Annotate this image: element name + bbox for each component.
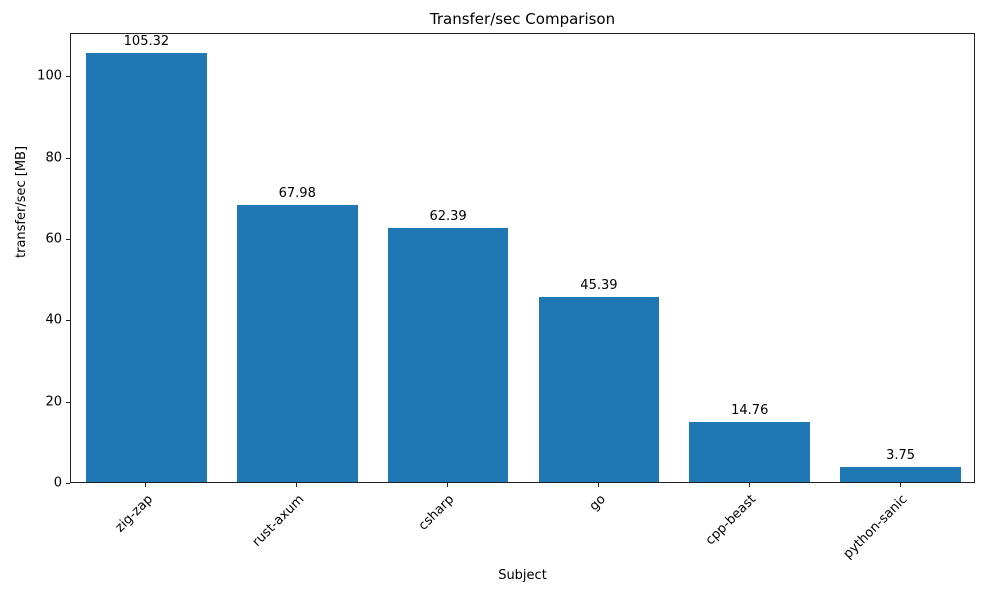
y-tick-mark — [66, 157, 70, 159]
x-tick-label: csharp — [416, 492, 458, 534]
bar-column: 14.76 — [674, 32, 825, 482]
bar-column: 67.98 — [222, 32, 373, 482]
y-tick-mark — [66, 483, 70, 484]
x-tick-label: rust-axum — [249, 492, 307, 550]
bar-cpp-beast — [689, 421, 811, 482]
bar-value-label: 3.75 — [886, 447, 916, 463]
x-tick-label: go — [586, 492, 609, 515]
x-tick-label: zig-zap — [112, 492, 157, 536]
plot-area: 105.32 67.98 62.39 45.39 14.76 3.75 — [70, 33, 975, 483]
x-axis-label: Subject — [498, 568, 547, 583]
x-tick-mark — [748, 483, 750, 487]
y-tick-label: 80 — [45, 150, 62, 165]
bar-column: 45.39 — [524, 32, 675, 482]
bar-zig-zap — [86, 53, 207, 482]
y-tick-label: 40 — [45, 312, 62, 328]
y-tick-label: 60 — [45, 231, 62, 247]
bar-value-label: 14.76 — [731, 402, 769, 418]
bar-value-label: 45.39 — [580, 278, 618, 294]
bar-value-label: 105.32 — [123, 34, 170, 50]
bar-go — [538, 297, 660, 482]
y-tick-mark — [66, 401, 70, 403]
chart-title: Transfer/sec Comparison — [429, 10, 616, 28]
x-tick-mark — [899, 483, 901, 487]
x-tick-mark — [447, 483, 449, 487]
bar-value-label: 67.98 — [278, 186, 316, 202]
bar-column: 105.32 — [71, 32, 222, 482]
bar-rust-axum — [236, 205, 358, 482]
bar-value-label: 62.39 — [429, 209, 467, 225]
y-tick-label: 100 — [37, 68, 62, 84]
x-tick-label: python-sanic — [840, 492, 911, 562]
x-tick-mark — [145, 483, 147, 487]
bar-csharp — [387, 228, 509, 482]
y-tick-mark — [66, 320, 70, 322]
y-tick-label: 20 — [45, 394, 62, 410]
y-tick-mark — [66, 76, 70, 78]
bar-column: 3.75 — [825, 32, 976, 482]
x-tick-mark — [597, 483, 599, 487]
bar-column: 62.39 — [373, 32, 524, 482]
y-tick-mark — [66, 238, 70, 240]
x-tick-mark — [296, 483, 298, 487]
y-tick-label: 0 — [53, 475, 62, 491]
x-tick-label: cpp-beast — [703, 492, 760, 549]
y-axis-label: transfer/sec [MB] — [14, 145, 29, 258]
bar-python-sanic — [840, 466, 961, 482]
